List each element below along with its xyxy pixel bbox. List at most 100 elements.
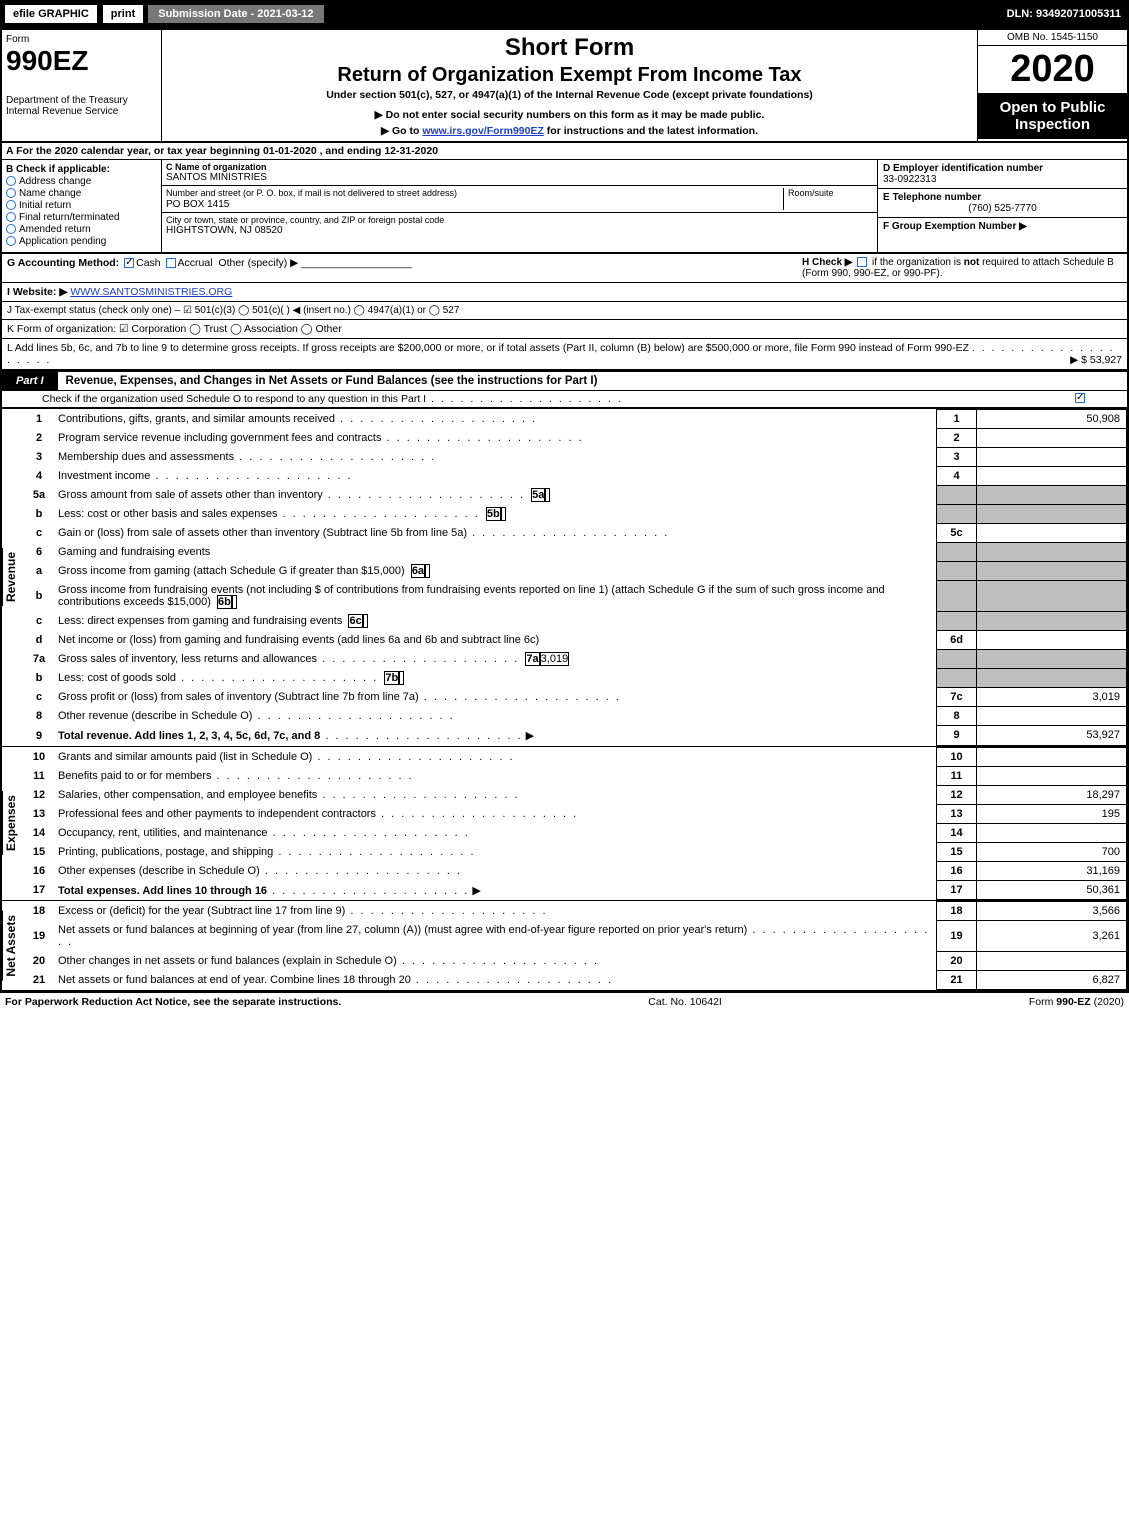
form-word: Form	[6, 34, 157, 45]
vlabel-expenses: Expenses	[2, 791, 19, 855]
c-label: C Name of organization	[166, 162, 873, 172]
line-5b-desc: Less: cost or other basis and sales expe…	[58, 508, 278, 520]
part1-header: Part I Revenue, Expenses, and Changes in…	[2, 370, 1127, 391]
chk-final-return[interactable]: Final return/terminated	[6, 212, 157, 223]
line-8-desc: Other revenue (describe in Schedule O)	[58, 710, 252, 722]
g-label: G Accounting Method:	[7, 257, 119, 269]
line-17-val: 50,361	[977, 880, 1127, 900]
goto-line: ▶ Go to www.irs.gov/Form990EZ for instru…	[166, 125, 973, 137]
irs-link[interactable]: www.irs.gov/Form990EZ	[422, 125, 544, 137]
line-20-val	[977, 952, 1127, 971]
line-7b-mval	[399, 671, 404, 685]
line-14-desc: Occupancy, rent, utilities, and maintena…	[58, 827, 268, 839]
l-amount: ▶ $ 53,927	[1070, 354, 1122, 366]
row-a-tax-year: A For the 2020 calendar year, or tax yea…	[2, 143, 1127, 160]
i-label: I Website: ▶	[7, 286, 67, 298]
org-name: SANTOS MINISTRIES	[166, 172, 873, 183]
g-accrual: Accrual	[178, 257, 213, 269]
line-10-val	[977, 747, 1127, 766]
line-5b-mval	[501, 507, 506, 521]
website-link[interactable]: WWW.SANTOSMINISTRIES.ORG	[70, 286, 232, 298]
line-13-val: 195	[977, 804, 1127, 823]
title-short-form: Short Form	[166, 34, 973, 62]
h-not: not	[964, 257, 980, 268]
vlabel-revenue: Revenue	[2, 548, 19, 606]
chk-accrual[interactable]	[166, 258, 176, 268]
top-bar: efile GRAPHIC print Submission Date - 20…	[0, 0, 1129, 28]
part1-tab: Part I	[2, 372, 58, 390]
line-6d-val	[977, 631, 1127, 650]
g-other: Other (specify) ▶	[218, 257, 298, 269]
expenses-table: 10Grants and similar amounts paid (list …	[24, 747, 1127, 901]
chk-pending[interactable]: Application pending	[6, 236, 157, 247]
line-13-desc: Professional fees and other payments to …	[58, 808, 376, 820]
dept-irs: Internal Revenue Service	[6, 106, 157, 117]
row-k: K Form of organization: ☑ Corporation ◯ …	[2, 320, 1127, 339]
goto-post: for instructions and the latest informat…	[544, 125, 758, 137]
open-public-badge: Open to Public Inspection	[978, 93, 1127, 139]
page-footer: For Paperwork Reduction Act Notice, see …	[0, 992, 1129, 1011]
efile-button[interactable]: efile GRAPHIC	[4, 4, 98, 24]
chk-address-change[interactable]: Address change	[6, 176, 157, 187]
ein: 33-0922313	[883, 174, 1122, 185]
ssn-warning: ▶ Do not enter social security numbers o…	[166, 109, 973, 121]
line-7a-mval: 3,019	[540, 652, 570, 666]
line-4-desc: Investment income	[58, 470, 150, 482]
org-city: HIGHTSTOWN, NJ 08520	[166, 225, 873, 236]
line-17-desc: Total expenses. Add lines 10 through 16	[58, 885, 267, 897]
org-address: PO BOX 1415	[166, 199, 783, 210]
b-title: B Check if applicable:	[6, 164, 157, 175]
room-suite-label: Room/suite	[783, 188, 873, 210]
line-6a-mval	[425, 564, 430, 578]
chk-name-change[interactable]: Name change	[6, 188, 157, 199]
row-j: J Tax-exempt status (check only one) – ☑…	[2, 302, 1127, 320]
chk-amended[interactable]: Amended return	[6, 224, 157, 235]
line-12-val: 18,297	[977, 785, 1127, 804]
line-16-desc: Other expenses (describe in Schedule O)	[58, 865, 260, 877]
line-3-val	[977, 448, 1127, 467]
vlabel-netassets: Net Assets	[2, 911, 19, 981]
omb-number: OMB No. 1545-1150	[978, 30, 1127, 46]
line-6c-desc: Less: direct expenses from gaming and fu…	[58, 615, 342, 627]
line-15-val: 700	[977, 842, 1127, 861]
line-16-val: 31,169	[977, 861, 1127, 880]
line-2-val	[977, 429, 1127, 448]
row-g: G Accounting Method: Cash Accrual Other …	[7, 257, 802, 279]
row-h: H Check ▶ if the organization is not req…	[802, 257, 1122, 279]
footer-left: For Paperwork Reduction Act Notice, see …	[5, 996, 341, 1008]
line-14-val	[977, 823, 1127, 842]
line-19-val: 3,261	[977, 921, 1127, 952]
line-7c-val: 3,019	[977, 688, 1127, 707]
goto-pre: ▶ Go to	[381, 125, 422, 137]
tax-year: 2020	[978, 46, 1127, 93]
line-5c-desc: Gain or (loss) from sale of assets other…	[58, 527, 467, 539]
f-label: F Group Exemption Number ▶	[883, 221, 1027, 232]
line-7b-desc: Less: cost of goods sold	[58, 672, 176, 684]
netassets-table: 18Excess or (deficit) for the year (Subt…	[24, 901, 1127, 990]
e-label: E Telephone number	[883, 192, 1122, 203]
line-21-desc: Net assets or fund balances at end of ye…	[58, 974, 411, 986]
line-5c-val	[977, 524, 1127, 543]
part1-check-line: Check if the organization used Schedule …	[2, 391, 1127, 408]
line-6b-mval	[232, 595, 237, 609]
chk-cash[interactable]	[124, 258, 134, 268]
print-button[interactable]: print	[102, 4, 144, 24]
line-6b-desc: Gross income from fundraising events (no…	[58, 584, 885, 608]
line-3-desc: Membership dues and assessments	[58, 451, 234, 463]
h-mid: if the organization is	[872, 257, 964, 268]
dln-label: DLN: 93492071005311	[1007, 8, 1127, 20]
line-18-val: 3,566	[977, 902, 1127, 921]
line-7c-desc: Gross profit or (loss) from sales of inv…	[58, 691, 419, 703]
l-text: L Add lines 5b, 6c, and 7b to line 9 to …	[7, 342, 969, 354]
chk-initial-return[interactable]: Initial return	[6, 200, 157, 211]
submission-date: Submission Date - 2021-03-12	[148, 5, 323, 23]
line-6d-desc: Net income or (loss) from gaming and fun…	[58, 634, 539, 646]
chk-h[interactable]	[857, 257, 867, 267]
line-9-val: 53,927	[977, 726, 1127, 746]
footer-right: Form 990-EZ (2020)	[1029, 996, 1124, 1008]
d-label: D Employer identification number	[883, 163, 1122, 174]
row-i: I Website: ▶ WWW.SANTOSMINISTRIES.ORG	[2, 283, 1127, 302]
line-10-desc: Grants and similar amounts paid (list in…	[58, 751, 312, 763]
part1-checkbox[interactable]	[1075, 393, 1085, 403]
line-19-desc: Net assets or fund balances at beginning…	[58, 924, 747, 936]
